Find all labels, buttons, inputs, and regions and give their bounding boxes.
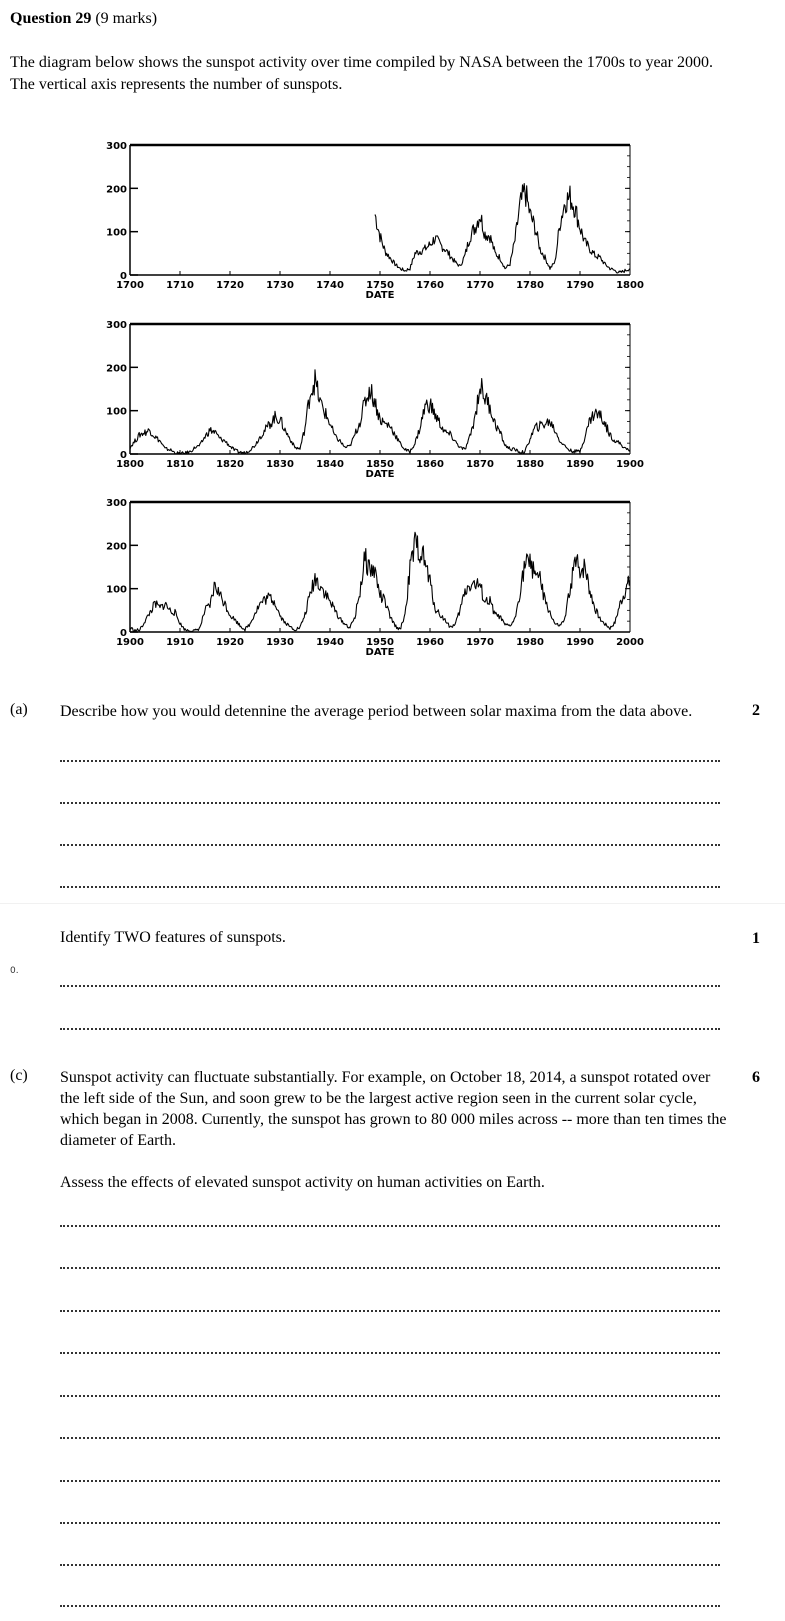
- part-c-label: (c): [10, 1067, 28, 1084]
- sunspot-series-line: [129, 531, 631, 633]
- x-tick-label: 1980: [516, 637, 544, 648]
- y-tick-label: 0: [120, 628, 127, 639]
- answer-line[interactable]: [60, 983, 720, 987]
- x-axis-title: DATE: [366, 469, 395, 480]
- part-a-label: (a): [10, 701, 28, 718]
- y-tick-label: 0: [120, 271, 127, 282]
- x-tick-label: 1990: [566, 637, 594, 648]
- x-tick-label: 1860: [416, 459, 444, 470]
- x-tick-label: 1700: [116, 280, 144, 291]
- x-tick-label: 1840: [316, 459, 344, 470]
- x-tick-label: 1910: [166, 637, 194, 648]
- x-tick-label: 1720: [216, 280, 244, 291]
- answer-line[interactable]: [60, 1223, 720, 1227]
- x-tick-label: 1920: [216, 637, 244, 648]
- answer-line[interactable]: [60, 1603, 720, 1607]
- y-tick-label: 200: [106, 184, 127, 195]
- x-tick-label: 1830: [266, 459, 294, 470]
- x-axis-title: DATE: [366, 647, 395, 658]
- x-tick-label: 1850: [366, 459, 394, 470]
- answer-line[interactable]: [60, 1393, 720, 1397]
- question-number: Question 29: [10, 10, 92, 27]
- answer-line[interactable]: [60, 800, 720, 804]
- x-tick-label: 1800: [116, 459, 144, 470]
- y-tick-label: 300: [106, 320, 127, 331]
- x-axis-title: DATE: [366, 290, 395, 301]
- answer-line[interactable]: [60, 884, 720, 888]
- answer-line[interactable]: [60, 1478, 720, 1482]
- x-tick-label: 1780: [516, 280, 544, 291]
- x-tick-label: 1950: [366, 637, 394, 648]
- y-tick-label: 100: [106, 585, 127, 596]
- x-tick-label: 2000: [616, 637, 644, 648]
- x-tick-label: 1930: [266, 637, 294, 648]
- part-a-marks: 2: [752, 702, 760, 719]
- sunspot-chart-1700-1800: 300 200 100 0 1700 1710 1720 1730 1740 1750 1760 17…: [100, 133, 660, 308]
- x-tick-label: 1800: [616, 280, 644, 291]
- y-tick-label: 0: [120, 450, 127, 461]
- answer-line[interactable]: [60, 1026, 720, 1030]
- side-note: 0.: [10, 966, 19, 976]
- part-b-text: Identify TWO features of sunspots.: [60, 929, 286, 946]
- x-tick-label: 1710: [166, 280, 194, 291]
- x-tick-label: 1760: [416, 280, 444, 291]
- y-tick-label: 300: [106, 498, 127, 509]
- x-tick-label: 1940: [316, 637, 344, 648]
- x-tick-label: 1870: [466, 459, 494, 470]
- question-title: Question 29 (9 marks): [10, 10, 157, 28]
- answer-line[interactable]: [60, 1562, 720, 1566]
- part-c-text: Sunspot activity can fluctuate substanti…: [60, 1069, 727, 1149]
- x-tick-label: 1960: [416, 637, 444, 648]
- sunspot-chart-1900-2000: 300 200 100 0 1900 1910 1920 1930 1940 1950 1960 19…: [100, 490, 660, 665]
- y-tick-label: 100: [106, 407, 127, 418]
- x-tick-label: 1900: [116, 637, 144, 648]
- x-tick-label: 1880: [516, 459, 544, 470]
- section-divider: [0, 903, 785, 904]
- answer-line[interactable]: [60, 1520, 720, 1524]
- y-tick-label: 200: [106, 363, 127, 374]
- part-a-text: Describe how you would detennine the ave…: [60, 703, 693, 720]
- x-tick-label: 1740: [316, 280, 344, 291]
- answer-line[interactable]: [60, 842, 720, 846]
- answer-line[interactable]: [60, 1435, 720, 1439]
- answer-line[interactable]: [60, 1308, 720, 1312]
- x-tick-label: 1900: [616, 459, 644, 470]
- x-tick-label: 1970: [466, 637, 494, 648]
- answer-line[interactable]: [60, 1350, 720, 1354]
- x-tick-label: 1770: [466, 280, 494, 291]
- x-tick-label: 1730: [266, 280, 294, 291]
- sunspot-series-line: [129, 369, 631, 455]
- x-tick-label: 1790: [566, 280, 594, 291]
- part-c-prompt: Assess the effects of elevated sunspot a…: [60, 1174, 545, 1191]
- part-c-marks: 6: [752, 1069, 760, 1086]
- y-tick-label: 200: [106, 541, 127, 552]
- question-intro: The diagram below shows the sunspot acti…: [10, 54, 713, 93]
- sunspot-chart-1800-1900: 300 200 100 0 1800 1810 1820 1830 1840 1850 1860 18…: [100, 312, 660, 487]
- x-tick-label: 1820: [216, 459, 244, 470]
- x-tick-label: 1890: [566, 459, 594, 470]
- question-marks: (9 marks): [95, 10, 158, 27]
- sunspot-series-line: [374, 183, 631, 274]
- answer-line[interactable]: [60, 1265, 720, 1269]
- x-tick-label: 1750: [366, 280, 394, 291]
- x-tick-label: 1810: [166, 459, 194, 470]
- y-tick-label: 300: [106, 141, 127, 152]
- answer-line[interactable]: [60, 758, 720, 762]
- y-tick-label: 100: [106, 228, 127, 239]
- part-b-marks: 1: [752, 930, 760, 947]
